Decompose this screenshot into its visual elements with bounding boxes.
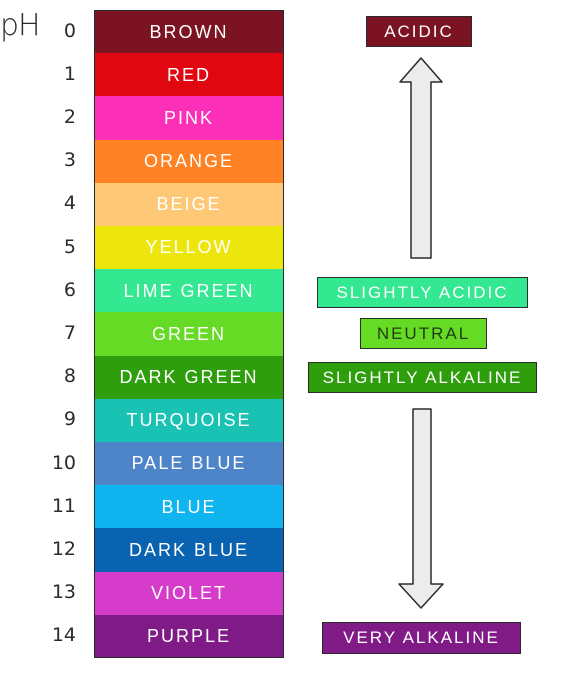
colour-band-ph-14: PURPLE — [94, 614, 284, 659]
ph-number-5: 5 — [63, 235, 76, 258]
colour-band-ph-12: DARK BLUE — [94, 528, 284, 573]
ph-number-14: 14 — [51, 624, 76, 647]
colour-band-ph-10: PALE BLUE — [94, 442, 284, 486]
slightly-alkaline-label: SLIGHTLY ALKALINE — [308, 362, 537, 393]
neutral-label: NEUTRAL — [360, 318, 487, 349]
colour-band-ph-6: LIME GREEN — [94, 269, 284, 313]
ph-number-13: 13 — [51, 581, 76, 604]
colour-band-ph-9: TURQUOISE — [94, 398, 284, 443]
ph-number-11: 11 — [51, 494, 76, 517]
ph-number-10: 10 — [51, 451, 76, 474]
colour-band-ph-13: VIOLET — [94, 571, 284, 616]
ph-number-12: 12 — [51, 538, 76, 560]
acidic-label: ACIDIC — [366, 16, 472, 47]
slightly-acidic-label: SLIGHTLY ACIDIC — [317, 277, 528, 308]
ph-number-8: 8 — [63, 365, 76, 388]
arrow-down-to-very-alkaline-icon — [398, 408, 444, 609]
colour-band-ph-5: YELLOW — [94, 226, 284, 270]
colour-band-ph-11: BLUE — [94, 485, 284, 529]
very-alkaline-label: VERY ALKALINE — [322, 622, 521, 654]
ph-number-4: 4 — [63, 192, 76, 215]
ph-number-3: 3 — [63, 149, 76, 172]
colour-band-ph-3: ORANGE — [94, 139, 284, 184]
ph-number-7: 7 — [63, 322, 76, 344]
ph-number-9: 9 — [63, 408, 76, 431]
colour-band-ph-8: DARK GREEN — [94, 355, 284, 400]
colour-band-ph-7: GREEN — [94, 312, 284, 357]
arrow-up-to-acidic-icon — [399, 57, 443, 259]
colour-band-ph-4: BEIGE — [94, 182, 284, 227]
ph-number-2: 2 — [63, 106, 76, 128]
ph-number-6: 6 — [63, 278, 76, 301]
colour-band-ph-1: RED — [94, 53, 284, 97]
ph-number-0: 0 — [63, 19, 76, 42]
ph-number-1: 1 — [63, 62, 76, 85]
ph-axis-title: pH — [0, 8, 41, 43]
colour-band-ph-2: PINK — [94, 96, 284, 141]
colour-band-ph-0: BROWN — [94, 10, 284, 54]
